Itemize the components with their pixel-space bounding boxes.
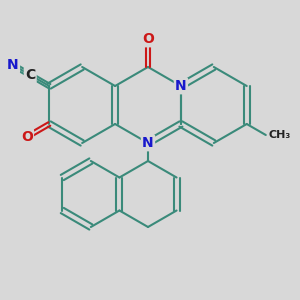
Text: N: N: [175, 79, 187, 93]
Text: O: O: [21, 130, 33, 144]
Text: N: N: [142, 136, 154, 150]
Text: O: O: [142, 32, 154, 46]
Text: CH₃: CH₃: [269, 130, 291, 140]
Text: N: N: [7, 58, 19, 72]
Text: C: C: [25, 68, 35, 82]
